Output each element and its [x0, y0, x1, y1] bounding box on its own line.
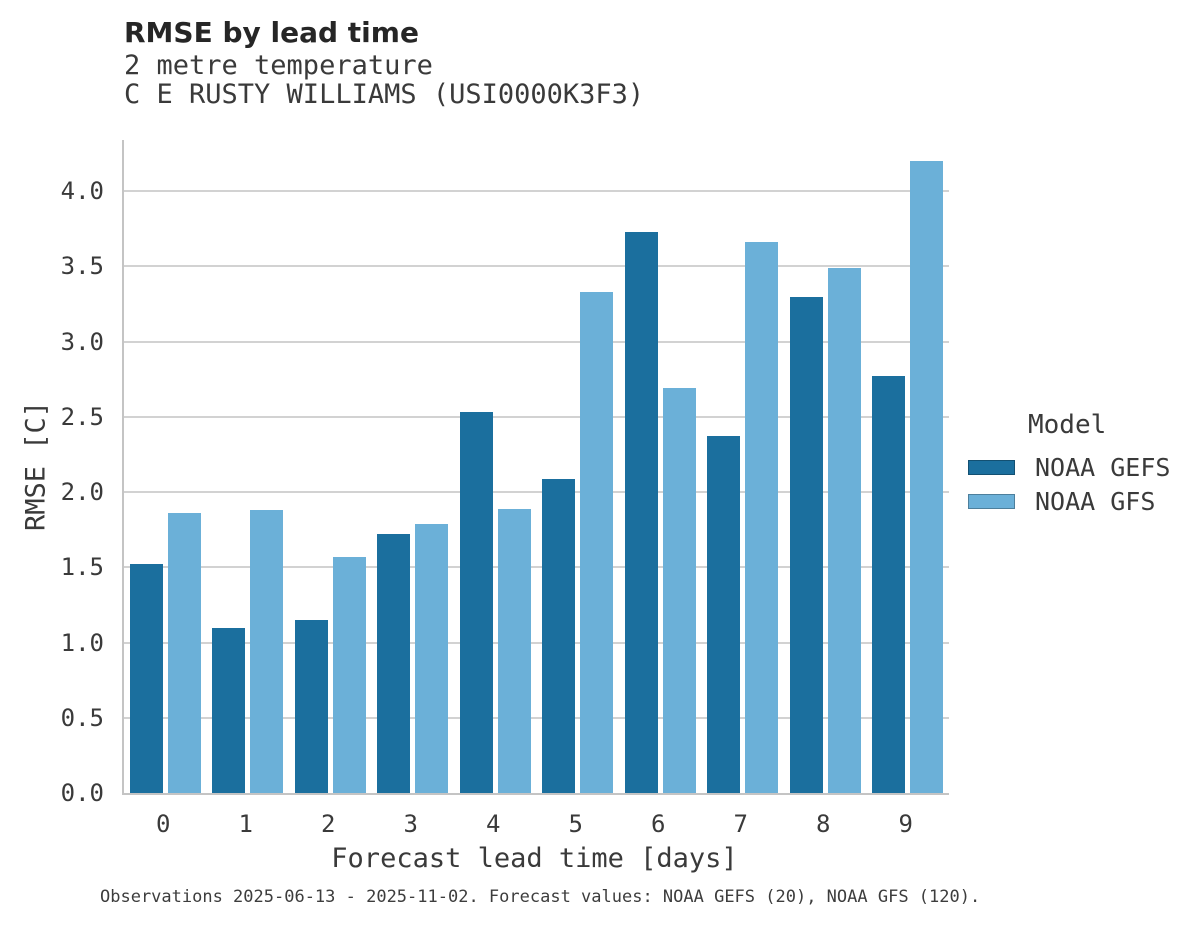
gridline-y-0.5: [124, 716, 949, 719]
bar-noaa-gefs-day-9: [872, 376, 905, 793]
legend-item-noaa-gefs: NOAA GEFS: [968, 450, 1183, 484]
bar-noaa-gfs-day-7: [745, 242, 778, 793]
x-tick-label-3: 3: [403, 810, 418, 838]
legend-label: NOAA GEFS: [1035, 452, 1171, 482]
bar-noaa-gefs-day-6: [625, 231, 658, 793]
chart-title: RMSE by lead time: [124, 16, 419, 49]
bar-noaa-gefs-day-4: [460, 412, 493, 793]
bar-noaa-gfs-day-9: [910, 161, 943, 793]
gridline-y-2.5: [124, 415, 949, 418]
gridline-y-2.0: [124, 491, 949, 494]
bar-noaa-gfs-day-6: [663, 388, 696, 793]
bar-noaa-gefs-day-5: [542, 478, 575, 793]
y-tick-label-3.5: 3.5: [60, 252, 104, 281]
x-tick-label-1: 1: [238, 810, 253, 838]
x-tick-label-9: 9: [898, 810, 913, 838]
plot-area: [122, 140, 949, 795]
bar-noaa-gefs-day-7: [707, 436, 740, 793]
x-tick-label-7: 7: [733, 810, 748, 838]
legend-swatch-noaa-gfs: [968, 493, 1015, 509]
bar-noaa-gfs-day-1: [250, 510, 283, 793]
bar-noaa-gfs-day-5: [580, 292, 613, 793]
y-tick-label-3.0: 3.0: [60, 327, 104, 356]
y-tick-label-1.5: 1.5: [60, 553, 104, 582]
x-axis-label: Forecast lead time [days]: [331, 843, 738, 874]
y-tick-label-2.0: 2.0: [60, 478, 104, 507]
gridline-y-3.0: [124, 340, 949, 343]
chart-subtitle-station: C E RUSTY WILLIAMS (USI0000K3F3): [124, 79, 645, 110]
y-tick-label-0.0: 0.0: [60, 779, 104, 807]
chart-subtitle-variable: 2 metre temperature: [124, 50, 433, 81]
legend: Model NOAA GEFS NOAA GFS: [968, 410, 1183, 518]
caption: Observations 2025-06-13 - 2025-11-02. Fo…: [100, 887, 981, 907]
y-tick-label-2.5: 2.5: [60, 402, 104, 431]
bar-noaa-gfs-day-4: [498, 508, 531, 793]
x-tick-label-0: 0: [156, 810, 171, 838]
bar-noaa-gfs-day-2: [333, 556, 366, 793]
gridline-y-4.0: [124, 190, 949, 193]
legend-swatch-noaa-gefs: [968, 459, 1015, 475]
bar-noaa-gefs-day-8: [790, 296, 823, 793]
x-tick-label-6: 6: [651, 810, 666, 838]
bar-noaa-gefs-day-0: [130, 564, 163, 793]
gridline-y-1.0: [124, 641, 949, 644]
bar-noaa-gefs-day-1: [212, 627, 245, 793]
legend-items: NOAA GEFS NOAA GFS: [968, 450, 1183, 518]
legend-label: NOAA GFS: [1035, 486, 1156, 516]
gridline-y-3.5: [124, 265, 949, 268]
x-tick-label-2: 2: [321, 810, 336, 838]
bar-noaa-gfs-day-3: [415, 523, 448, 793]
gridline-y-1.5: [124, 566, 949, 569]
y-tick-label-0.5: 0.5: [60, 703, 104, 732]
y-tick-label-4.0: 4.0: [60, 177, 104, 206]
bar-noaa-gefs-day-2: [295, 620, 328, 793]
legend-item-noaa-gfs: NOAA GFS: [968, 484, 1183, 518]
x-tick-label-8: 8: [816, 810, 831, 838]
legend-title: Model: [1028, 410, 1107, 440]
bar-noaa-gefs-day-3: [377, 534, 410, 793]
x-tick-label-5: 5: [568, 810, 583, 838]
y-tick-label-1.0: 1.0: [60, 628, 104, 657]
bar-noaa-gfs-day-8: [828, 267, 861, 793]
x-tick-label-4: 4: [486, 810, 501, 838]
bar-noaa-gfs-day-0: [168, 513, 201, 793]
